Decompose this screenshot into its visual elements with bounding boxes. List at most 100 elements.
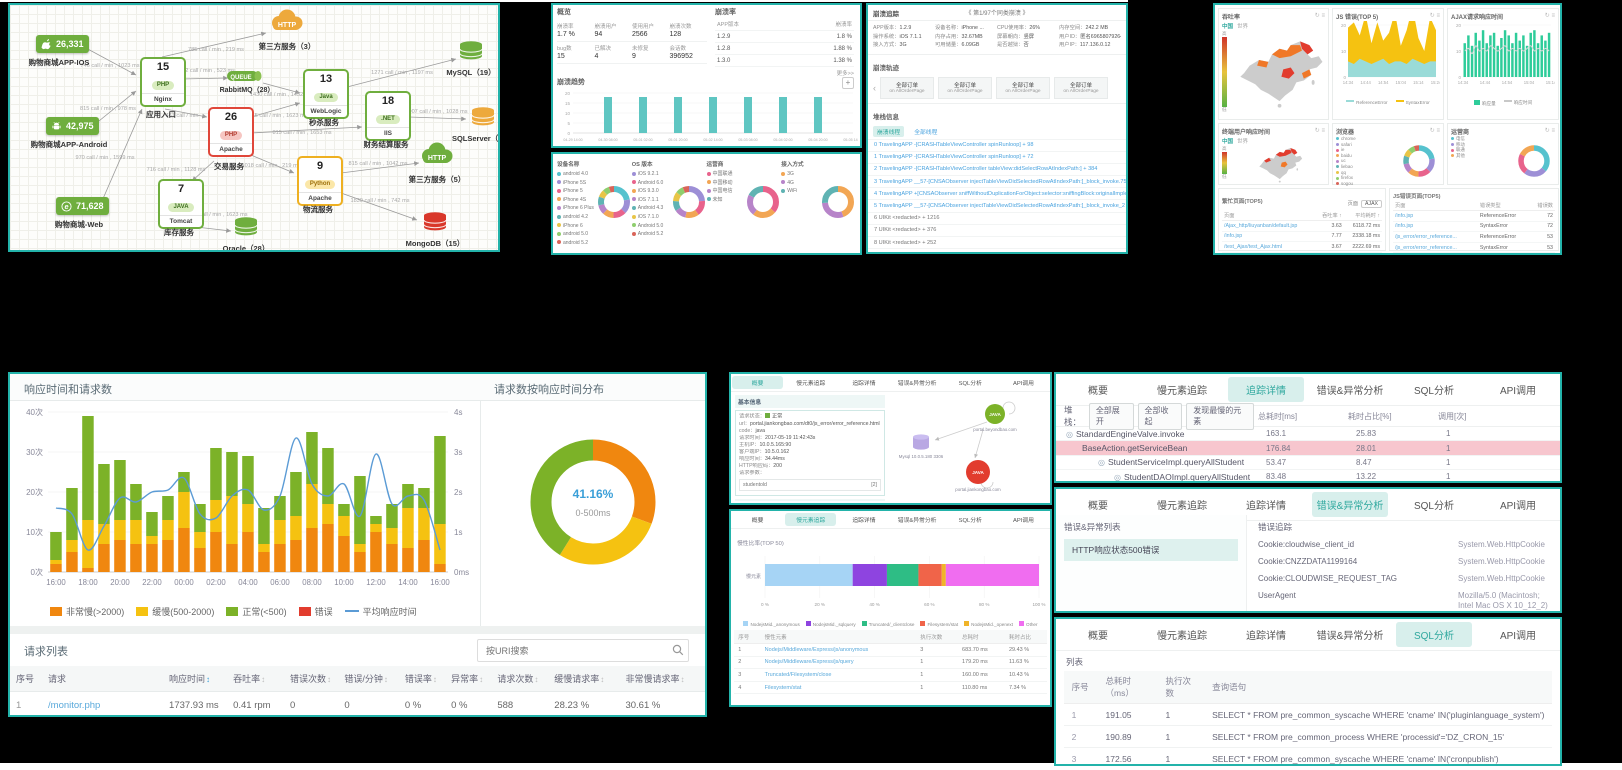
entry-node-ios[interactable]: 26,331 bbox=[36, 35, 89, 53]
cloud-node-http3[interactable]: HTTP bbox=[267, 9, 307, 40]
stack-frame[interactable]: 5 TravelingAPP __57-[CNSAObserver inject… bbox=[868, 199, 1126, 211]
call-tree-row[interactable]: ◎ StudentServiceImpl.queryAllStudent 53.47… bbox=[1056, 456, 1560, 471]
column-header[interactable]: 吞吐率↕ bbox=[227, 666, 285, 692]
page-link[interactable]: /js_error/error_reference... bbox=[1393, 231, 1478, 243]
trail-card[interactable]: 全部订单 on AllOrderPage bbox=[938, 76, 992, 99]
column-header[interactable]: 错误率↕ bbox=[398, 666, 446, 692]
trail-card[interactable]: 全部订单 on AllOrderPage bbox=[1054, 76, 1108, 99]
page-link[interactable]: /Ajax_http/liuyanban/default.jsp bbox=[1222, 220, 1316, 232]
stack-frame[interactable]: 1 TravelingAPP -[CRASHTableViewControlle… bbox=[868, 150, 1126, 163]
tab-world[interactable]: 世界 bbox=[1237, 139, 1249, 145]
element-link[interactable]: Truncated/Filesystem/close bbox=[760, 668, 917, 682]
expand-ring-icon[interactable]: ◎ bbox=[1066, 429, 1073, 439]
database-node-mysql[interactable] bbox=[459, 41, 483, 67]
service-node-logistics[interactable]: 9 Python Apache bbox=[297, 156, 343, 206]
menu-icon[interactable]: ≡ bbox=[1319, 128, 1325, 134]
tab-api-calls[interactable]: API调用 bbox=[1499, 501, 1537, 512]
database-node-mongodb[interactable] bbox=[423, 212, 447, 238]
stack-tab[interactable]: 崩溃线程 bbox=[873, 125, 905, 137]
stack-frame[interactable]: 2 TravelingAPP -[CRASHTableViewControlle… bbox=[868, 162, 1126, 175]
request-link[interactable]: /monitor.php bbox=[42, 691, 164, 715]
tab-error-analysis[interactable]: 错误&异常分析 bbox=[1316, 631, 1384, 642]
tab-overview[interactable]: 概要 bbox=[732, 376, 784, 389]
menu-icon[interactable]: ≡ bbox=[1434, 13, 1440, 19]
menu-icon[interactable]: ≡ bbox=[1434, 128, 1440, 134]
tab-slow-elements[interactable]: 慢元素追踪 bbox=[1157, 386, 1207, 397]
column-header[interactable]: 错误数 bbox=[1529, 200, 1555, 211]
call-tree-row[interactable]: ◎ StudentDAOImpl.queryAllStudent 83.48 13.2… bbox=[1056, 470, 1560, 482]
entry-node-web[interactable]: e 71,628 bbox=[56, 197, 109, 215]
tab-trace-detail[interactable]: 追踪详情 bbox=[852, 518, 876, 524]
service-node-stock[interactable]: 7 JAVA Tomcat bbox=[158, 179, 204, 229]
toolbar-button[interactable]: 发现最慢的元素 bbox=[1186, 402, 1254, 430]
stack-frame[interactable]: 4 TravelingAPP +[CNSAObserver sniffWitho… bbox=[868, 187, 1126, 199]
element-link[interactable]: Nodejs/Middleware/Express/js/query bbox=[760, 656, 917, 670]
tab-slow-elements[interactable]: 慢元素追踪 bbox=[1157, 501, 1207, 512]
tab-trace-detail[interactable]: 追踪详情 bbox=[1246, 631, 1286, 642]
call-tree-row[interactable]: BaseAction.getServiceBean 176.84 28.01 1 bbox=[1056, 441, 1560, 456]
service-node-seckill[interactable]: 13 Java WebLogic bbox=[303, 69, 349, 119]
toolbar-button[interactable]: 全部收起 bbox=[1137, 402, 1183, 430]
tab-world[interactable]: 世界 bbox=[1237, 24, 1249, 30]
page-link[interactable]: /js_error/error_reference.html bbox=[1222, 252, 1316, 253]
tab-error-analysis[interactable]: 错误&异常分析 bbox=[1312, 492, 1388, 517]
entry-node-android[interactable]: 42,975 bbox=[46, 117, 99, 135]
sort-icon[interactable]: ↕ bbox=[432, 675, 437, 684]
cloud-node-http5[interactable]: HTTP bbox=[417, 142, 457, 173]
column-header[interactable]: 吞吐率 ↑ bbox=[1315, 210, 1344, 221]
tab-china[interactable]: 中国 bbox=[1222, 24, 1234, 30]
column-header[interactable]: 非常慢请求率↕ bbox=[619, 666, 705, 692]
chart-zoom-button[interactable]: + bbox=[842, 77, 854, 89]
sort-icon[interactable]: ↕ bbox=[680, 675, 685, 684]
prev-arrow-icon[interactable]: ‹ bbox=[873, 82, 876, 93]
sort-icon[interactable]: ↕ bbox=[261, 675, 266, 684]
page-link[interactable]: /info.jsp bbox=[1393, 210, 1478, 222]
column-header[interactable]: 异常率↕ bbox=[445, 666, 492, 692]
sort-icon[interactable]: ↕ bbox=[479, 675, 484, 684]
database-node-sqlserver[interactable] bbox=[471, 107, 495, 133]
tab-overview[interactable]: 概要 bbox=[1088, 386, 1108, 397]
tab-trace-detail[interactable]: 追踪详情 bbox=[1228, 377, 1304, 402]
column-header[interactable]: 错误次数↕ bbox=[284, 666, 339, 692]
tab-sql-analysis[interactable]: SQL分析 bbox=[958, 518, 982, 524]
page-link[interactable]: /js_error/error_reference... bbox=[1393, 242, 1478, 253]
more-link[interactable]: 更多>> bbox=[836, 71, 854, 77]
column-header[interactable]: 请求次数↕ bbox=[491, 666, 549, 692]
tab-trace-detail[interactable]: 追踪详情 bbox=[1246, 501, 1286, 512]
menu-icon[interactable]: ≡ bbox=[1549, 128, 1555, 134]
toolbar-button[interactable]: 全部展开 bbox=[1088, 402, 1134, 430]
refresh-icon[interactable]: ↻ bbox=[1429, 13, 1435, 19]
expand-ring-icon[interactable]: ◎ bbox=[1098, 458, 1105, 468]
page-link[interactable]: /info.jsp bbox=[1222, 231, 1316, 243]
tab-error-analysis[interactable]: 错误&异常分析 bbox=[897, 518, 937, 524]
tab-api-calls[interactable]: API调用 bbox=[1012, 381, 1034, 387]
column-header[interactable]: 平均耗时 ↑ bbox=[1343, 210, 1382, 221]
tab-sql-analysis[interactable]: SQL分析 bbox=[1413, 386, 1454, 397]
element-link[interactable]: Nodejs/Middleware/Express/js/anonymous bbox=[760, 643, 917, 657]
column-header[interactable]: 错误类型 bbox=[1477, 200, 1530, 211]
column-header[interactable]: 页面 bbox=[1222, 210, 1316, 221]
column-header[interactable]: 错误/分钟↕ bbox=[338, 666, 399, 692]
tab-api-calls[interactable]: API调用 bbox=[1012, 518, 1034, 524]
refresh-icon[interactable]: ↻ bbox=[1314, 13, 1320, 19]
refresh-icon[interactable]: ↻ bbox=[1429, 128, 1435, 134]
service-node-entry[interactable]: 15 PHP Nginx bbox=[140, 57, 186, 107]
tab-sql-analysis[interactable]: SQL分析 bbox=[1413, 501, 1454, 512]
column-header[interactable]: 响应时间↕ bbox=[163, 666, 228, 692]
trail-card[interactable]: 全部订单 on AllOrderPage bbox=[996, 76, 1050, 99]
tab-overview[interactable]: 概要 bbox=[1088, 631, 1108, 642]
refresh-icon[interactable]: ↻ bbox=[1544, 128, 1550, 134]
tab-api-calls[interactable]: API调用 bbox=[1499, 631, 1537, 642]
tab-slow-elements[interactable]: 慢元素追踪 bbox=[785, 513, 837, 526]
call-tree-row[interactable]: ◎ StandardEngineValve.invoke 163.1 25.83 1 bbox=[1056, 427, 1560, 442]
expand-ring-icon[interactable]: ◎ bbox=[1114, 472, 1121, 482]
tab-trace-detail[interactable]: 追踪详情 bbox=[852, 381, 876, 387]
refresh-icon[interactable]: ↻ bbox=[1544, 13, 1550, 19]
tab-error-analysis[interactable]: 错误&异常分析 bbox=[1316, 386, 1384, 397]
tab-ajax[interactable]: AJAX bbox=[1361, 200, 1382, 208]
column-header[interactable]: 序号 bbox=[10, 666, 43, 692]
error-list-item[interactable]: HTTP响应状态500错误 bbox=[1064, 539, 1238, 561]
sort-icon[interactable]: ↕ bbox=[534, 675, 539, 684]
stack-frame[interactable]: 3 TravelingAPP __57-[CNSAObserver inject… bbox=[868, 175, 1126, 187]
crash-pager[interactable]: 《 第1/97个同类崩溃 》 bbox=[965, 11, 1029, 17]
